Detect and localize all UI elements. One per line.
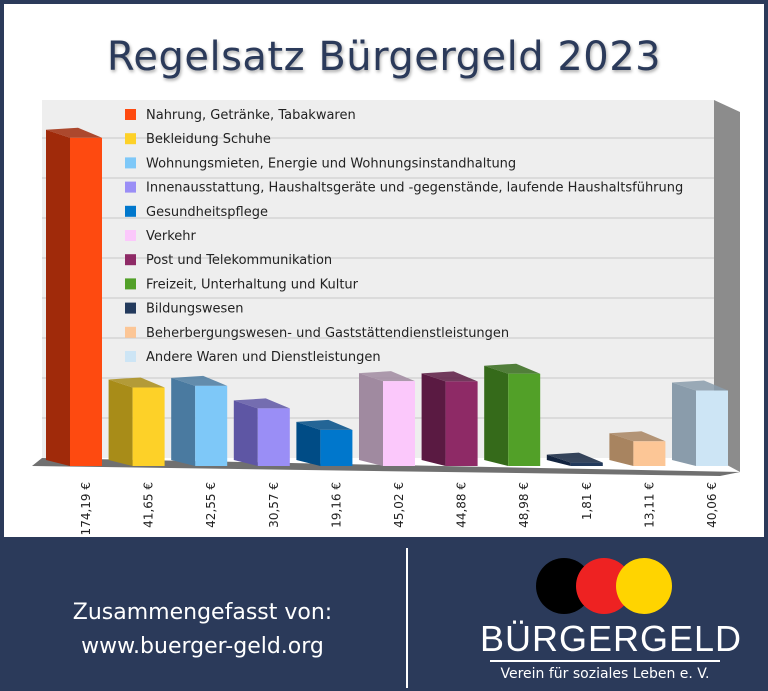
legend-swatch: [125, 326, 136, 338]
value-label: 42,55 €: [204, 482, 218, 528]
bar-side: [484, 365, 509, 466]
legend-entry: Bekleidung Schuhe: [146, 132, 271, 147]
bar: [195, 385, 228, 466]
bar-side: [108, 379, 133, 466]
bar-side: [546, 454, 571, 466]
value-label: 1,81 €: [580, 482, 594, 520]
legend-swatch: [125, 181, 136, 193]
bar-top: [546, 452, 603, 463]
bar: [445, 381, 478, 466]
logo-brand-text: BÜRGERGELD: [480, 618, 743, 659]
credit-label: Zusammengefasst von:: [72, 600, 333, 625]
bar-top: [484, 363, 541, 374]
value-label: 48,98 €: [517, 482, 531, 528]
chart-card: Regelsatz Bürgergeld 2023 174,19 € 41,65 …: [4, 4, 764, 537]
bar-side: [672, 382, 696, 466]
value-label: 19,16 €: [329, 482, 343, 528]
footer-divider: [406, 548, 408, 688]
bar-top: [171, 375, 228, 386]
bar-top: [421, 371, 478, 382]
bar-side: [609, 433, 634, 466]
bar-side: [359, 373, 383, 466]
chart-title: Regelsatz Bürgergeld 2023: [106, 34, 662, 80]
legend-entry: Nahrung, Getränke, Tabakwaren: [146, 108, 356, 123]
legend-entry: Beherbergungswesen- und Gaststättendiens…: [146, 326, 509, 341]
value-label: 41,65 €: [142, 482, 156, 528]
bar-side: [421, 373, 446, 466]
value-label: 45,02 €: [392, 482, 406, 528]
legend-swatch: [125, 109, 136, 120]
value-label: 30,57 €: [267, 482, 281, 528]
legend-entry: Freizeit, Unterhaltung und Kultur: [146, 277, 359, 292]
bar: [70, 137, 102, 466]
logo-underline: [490, 660, 720, 662]
logo-slogan: Verein für soziales Leben e. V.: [500, 666, 710, 682]
bar: [320, 429, 353, 466]
credit-website[interactable]: www.buerger-geld.org: [81, 634, 324, 659]
legend-entry: Verkehr: [146, 229, 197, 244]
legend-swatch: [125, 230, 136, 241]
bar-top: [296, 419, 353, 430]
legend-entry: Bildungswesen: [146, 302, 244, 317]
legend-swatch: [125, 205, 136, 217]
yellow-circle-icon: [616, 558, 672, 614]
value-label: 40,06 €: [705, 482, 719, 528]
legend-entry: Post und Telekommunikation: [146, 253, 332, 268]
value-label: 13,11 €: [642, 482, 656, 528]
bar-top: [672, 380, 728, 391]
plot-side-wall: [714, 100, 740, 472]
buergergeld-logo: BÜRGERGELD Verein für soziales Leben e. …: [480, 552, 743, 688]
legend-entry: Andere Waren und Dienstleistungen: [146, 350, 381, 365]
bar-side: [46, 129, 70, 466]
bar-side: [171, 377, 196, 466]
bar-chart: 174,19 € 41,65 € 42,55 € 30,57 € 19,16 € 45,0…: [32, 100, 740, 535]
plot-back-wall: [42, 100, 714, 458]
legend-swatch: [125, 278, 136, 290]
bar-side: [233, 400, 258, 466]
bar-side: [296, 421, 321, 466]
legend-swatch: [125, 133, 136, 145]
bar: [132, 387, 165, 466]
legend-entry: Wohnungsmieten, Energie und Wohnungsinst…: [146, 156, 516, 171]
bar: [508, 373, 541, 466]
legend-swatch: [125, 351, 136, 362]
bar-top: [359, 371, 415, 382]
bar: [633, 441, 666, 466]
legend-swatch: [125, 302, 136, 314]
summary-credit: Zusammengefasst von: www.buerger-geld.or…: [0, 596, 405, 664]
bar: [257, 408, 290, 466]
legend-entry: Innenausstattung, Haushaltsgeräte und -g…: [146, 181, 683, 196]
bar: [696, 390, 728, 466]
bar-top: [46, 127, 102, 138]
bar-top: [233, 398, 290, 409]
legend-entry: Gesundheitspflege: [146, 205, 268, 220]
bar-top: [108, 377, 165, 388]
value-label: 174,19 €: [79, 482, 93, 535]
bar-top: [609, 431, 666, 442]
bar: [383, 381, 415, 466]
value-label: 44,88 €: [455, 482, 469, 528]
bar: [570, 462, 603, 466]
legend-swatch: [125, 157, 136, 169]
legend-swatch: [125, 254, 136, 266]
